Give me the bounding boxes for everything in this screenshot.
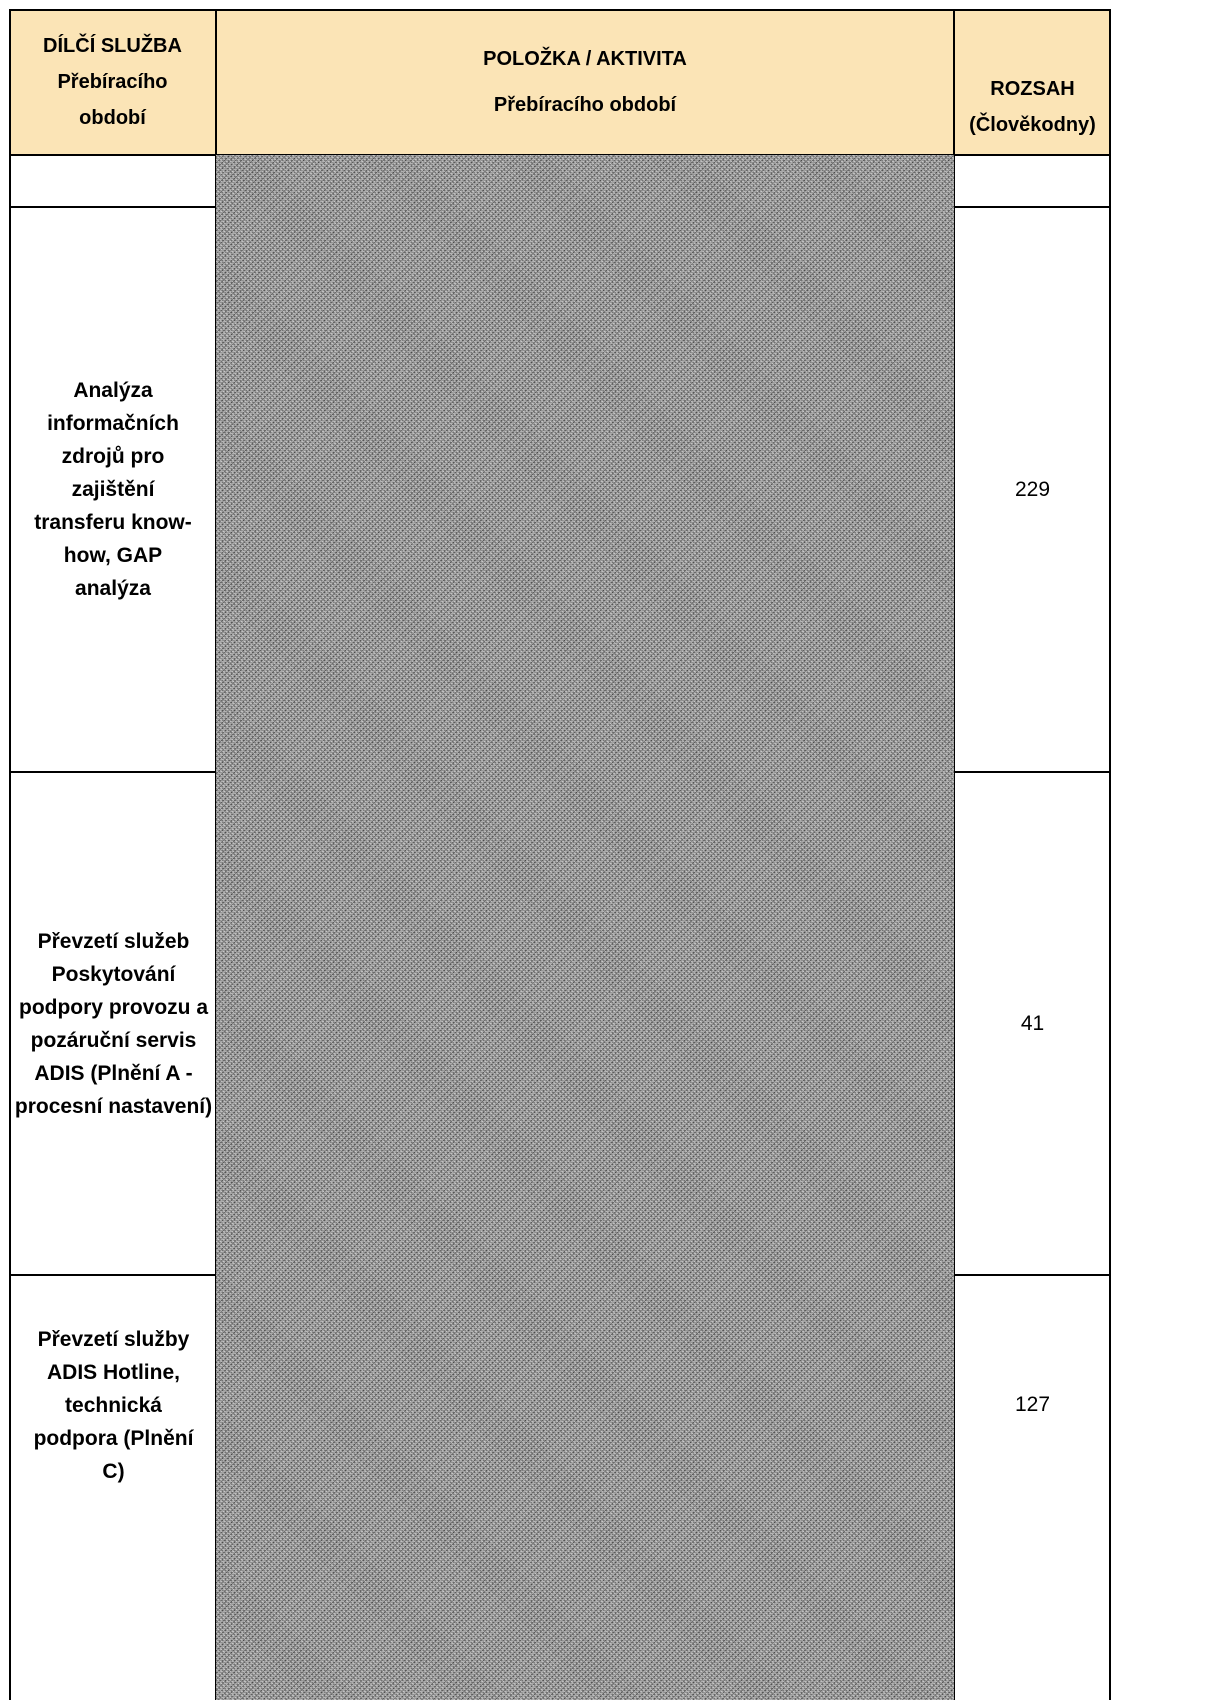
row-scope: 41 <box>954 772 1111 1275</box>
row-scope-value: 41 <box>1020 1011 1045 1035</box>
header-service-title: DÍLČÍ SLUŽBA <box>43 35 182 57</box>
row-scope: 229 <box>954 207 1111 772</box>
column-divider <box>953 9 955 1700</box>
header-service: DÍLČÍ SLUŽBA Přebíracího období <box>9 9 216 155</box>
header-scope: ROZSAH (Člověkodny) <box>954 9 1111 155</box>
header-scope-subtitle: (Člověkodny) <box>969 114 1096 136</box>
row-service: Analýza informačních zdrojů pro zajištěn… <box>13 207 213 772</box>
row-scope-value: 229 <box>1014 477 1051 501</box>
services-table: DÍLČÍ SLUŽBA Přebíracího období POLOŽKA … <box>9 9 1211 1700</box>
header-item-title: POLOŽKA / AKTIVITA <box>483 48 687 70</box>
row-service-text: Převzetí služeb Poskytování podpory prov… <box>14 929 213 1118</box>
table-border-right <box>1109 9 1111 1700</box>
header-item-subtitle: Přebíracího období <box>493 94 677 116</box>
header-item: POLOŽKA / AKTIVITA Přebíracího období <box>216 9 954 155</box>
redacted-content-area <box>216 155 954 1700</box>
header-scope-title: ROZSAH <box>990 78 1075 100</box>
table-border-left <box>9 9 11 1700</box>
row-service-text: Převzetí služby ADIS Hotline, technická … <box>33 1327 194 1483</box>
row-service: Převzetí služeb Poskytování podpory prov… <box>11 772 216 1275</box>
row-scope-value: 127 <box>1014 1393 1051 1416</box>
table-border-top <box>9 9 1111 11</box>
row-service: Převzetí služby ADIS Hotline, technická … <box>11 1275 216 1535</box>
row-scope: 127 <box>954 1275 1111 1535</box>
row-service-text: Analýza informačních zdrojů pro zajištěn… <box>34 379 192 600</box>
row-scope <box>954 155 1111 207</box>
row-service <box>9 155 216 207</box>
header-service-subtitle: Přebíracího období <box>57 71 168 129</box>
